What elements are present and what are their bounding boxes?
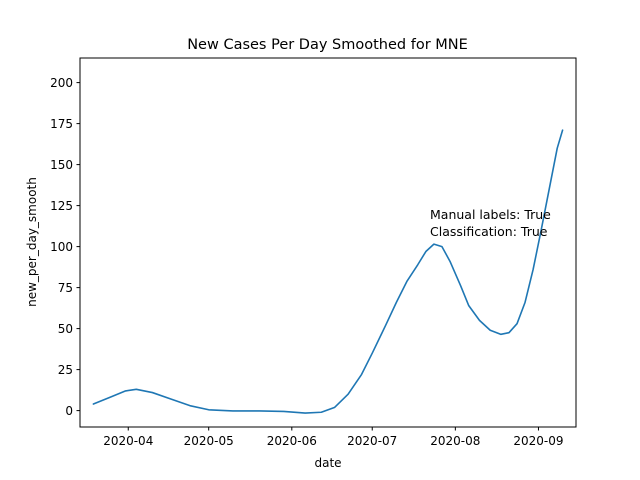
x-axis-label: date <box>314 456 341 470</box>
x-tick-label: 2020-08 <box>430 434 480 448</box>
plot-frame <box>79 57 577 428</box>
y-axis-label: new_per_day_smooth <box>25 177 39 307</box>
x-tick-label: 2020-05 <box>184 434 234 448</box>
x-tick-label: 2020-07 <box>347 434 397 448</box>
annotation-classification: Classification: True <box>430 224 548 239</box>
y-tick-label: 125 <box>50 199 73 213</box>
chart-title: New Cases Per Day Smoothed for MNE <box>187 37 468 53</box>
y-tick-label: 150 <box>50 158 73 172</box>
annotation-manual-labels: Manual labels: True <box>430 207 551 222</box>
y-tick-label: 0 <box>65 404 73 418</box>
y-tick-label: 25 <box>58 363 73 377</box>
y-tick-label: 50 <box>58 322 73 336</box>
x-tick-label: 2020-09 <box>513 434 563 448</box>
y-tick-label: 100 <box>50 240 73 254</box>
x-tick-label: 2020-04 <box>103 434 153 448</box>
y-tick-label: 175 <box>50 117 73 131</box>
series-line <box>92 129 564 414</box>
x-tick-label: 2020-06 <box>267 434 317 448</box>
y-tick-label: 200 <box>50 76 73 90</box>
y-tick-label: 75 <box>58 281 73 295</box>
